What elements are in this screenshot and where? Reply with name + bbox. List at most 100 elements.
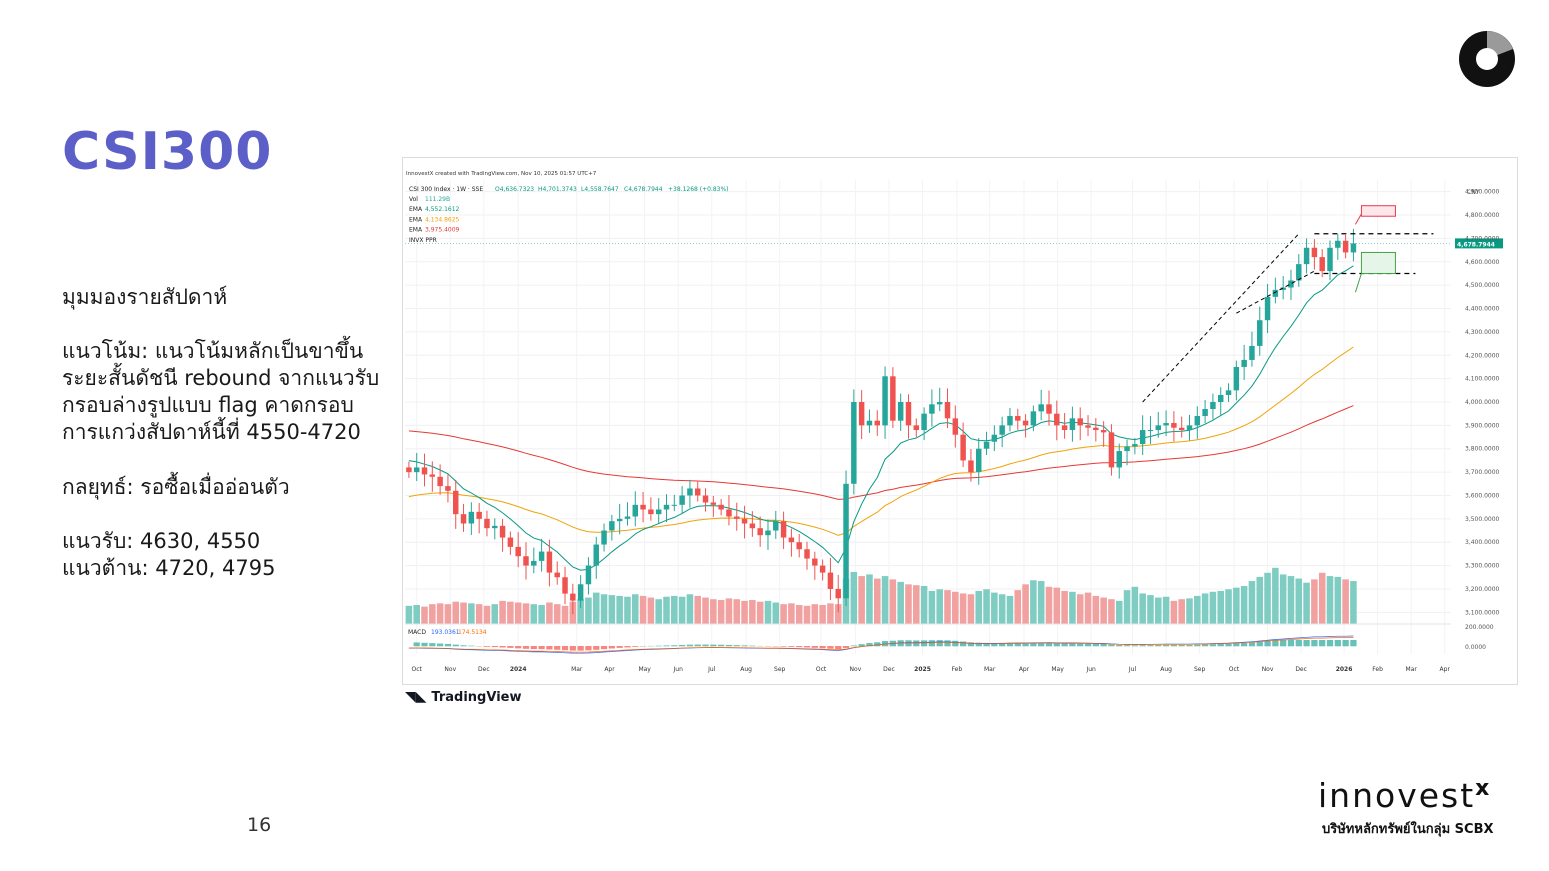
last-price-badge [1455, 238, 1503, 249]
strategy-text: กลยุทธ์: รอซื้อเมื่ออ่อนตัว [62, 475, 290, 499]
macd-bar [827, 646, 834, 649]
month-tick-label: Feb [1372, 666, 1383, 673]
volume-bar [663, 596, 670, 624]
volume-bar [405, 605, 413, 624]
macd-bar [413, 642, 420, 647]
month-tick-label: Mar [571, 666, 583, 673]
volume-bar [460, 602, 467, 624]
volume-bar [600, 594, 608, 624]
macd-bar [1139, 645, 1146, 647]
macd-bar [1006, 642, 1014, 647]
month-tick-label: Dec [883, 666, 895, 673]
macd-bar [686, 644, 694, 647]
chart-frame: 4,678.7944 CNY 4,900.0000 4,800.0000 4,700.0… [402, 157, 1518, 685]
indicator-label: Vol [409, 196, 418, 203]
volume-bar [1217, 590, 1225, 624]
macd-bar [444, 643, 452, 647]
macd-bar [593, 646, 600, 650]
macd-bar [632, 646, 639, 647]
macd-bar [608, 646, 615, 649]
volume-bar [991, 592, 998, 624]
volume-bar [694, 595, 702, 624]
candle-body [726, 509, 732, 517]
ema-fast-line [408, 265, 1354, 571]
macd-bar [1350, 640, 1357, 647]
candle-body [554, 572, 560, 578]
candle-body [1217, 394, 1224, 402]
price-tick-label: 4,200.0000 [1465, 352, 1500, 359]
candle-body [780, 521, 787, 538]
candle-body [749, 523, 756, 529]
candle-body [507, 537, 514, 547]
candle-body [1069, 418, 1076, 431]
macd-bar [546, 646, 553, 650]
macd-bar [1225, 643, 1232, 647]
candle-body [593, 544, 599, 566]
month-tick-label: Apr [1440, 666, 1451, 673]
volume-bar [1256, 576, 1264, 624]
page-title: CSI300 [62, 122, 273, 182]
volume-bar [1131, 586, 1139, 624]
volume-bar [1115, 600, 1123, 624]
macd-bar [515, 646, 522, 649]
price-tick-label: 4,100.0000 [1465, 376, 1500, 383]
macd-bar [1123, 645, 1131, 647]
month-tick-label: Oct [412, 666, 423, 673]
macd-bar [1131, 645, 1138, 647]
volume-bar [1295, 578, 1303, 624]
price-tick-label: 3,600.0000 [1465, 492, 1500, 499]
macd-bar [1100, 643, 1107, 647]
candle-body [765, 530, 771, 536]
macd-bar [1194, 644, 1201, 647]
candle-body [1249, 345, 1255, 360]
macd-bar [1217, 643, 1224, 647]
volume-bar [959, 593, 967, 624]
macd-bar [468, 645, 475, 647]
macd-value: 193.0361 [431, 629, 460, 636]
macd-bar [819, 646, 826, 649]
macd-bar [999, 642, 1006, 647]
macd-bar [718, 644, 725, 647]
ohlc-open: O4,636.7323 [495, 186, 534, 193]
month-tick-label: Apr [604, 666, 615, 673]
volume-bar [678, 596, 686, 624]
price-tick-label: 3,500.0000 [1465, 516, 1500, 523]
candle-body [1319, 257, 1325, 272]
macd-bar [1241, 642, 1248, 647]
volume-bar [1342, 579, 1349, 624]
macd-bar [1178, 644, 1185, 647]
volume-bar [1061, 590, 1068, 624]
candle-body [577, 584, 584, 601]
price-tick-label: 4,900.0000 [1465, 189, 1500, 196]
macd-bar [936, 640, 943, 647]
volume-bar [811, 604, 819, 624]
candle-body [796, 542, 802, 550]
volume-bar [1147, 595, 1154, 624]
month-tick-label: Sep [774, 666, 786, 673]
trend-line-4: การแกว่งสัปดาห์นี้ที่ 4550-4720 [62, 420, 361, 444]
indicator-label: EMA [409, 206, 423, 213]
macd-bar [975, 642, 982, 647]
price-tick-label: 3,900.0000 [1465, 422, 1500, 429]
volume-bar [920, 586, 928, 624]
month-tick-label: Oct [1229, 666, 1240, 673]
volume-bar [913, 585, 920, 624]
volume-bar [873, 578, 881, 624]
volume-bar [507, 601, 514, 624]
macd-bar [1030, 642, 1037, 647]
candle-body [788, 537, 795, 543]
month-tick-label: Mar [1406, 666, 1418, 673]
candle-body [702, 495, 709, 503]
price-tick-label: 4,400.0000 [1465, 306, 1500, 313]
volume-bar [1209, 591, 1217, 624]
month-tick-label: Aug [740, 666, 752, 673]
macd-bar [600, 646, 608, 650]
volume-bar [952, 591, 959, 624]
candle-body [991, 434, 998, 442]
volume-bar [631, 594, 639, 624]
macd-bar [803, 646, 811, 648]
macd-bar [1319, 640, 1326, 647]
volume-bar [827, 603, 834, 624]
volume-bar [475, 604, 483, 624]
candle-body [741, 518, 748, 524]
